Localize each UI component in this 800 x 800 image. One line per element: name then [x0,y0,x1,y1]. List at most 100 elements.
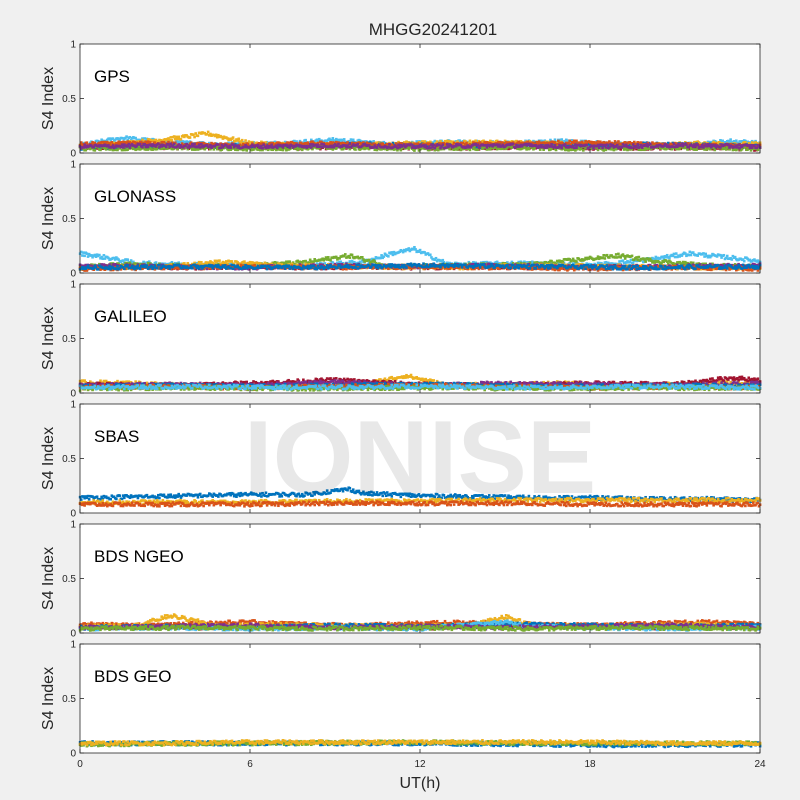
data-point [422,144,425,147]
data-point [345,142,348,146]
data-point [400,142,404,145]
data-point [608,146,611,149]
data-point [380,147,383,151]
data-point [574,143,577,146]
panel-background [80,164,760,273]
data-point [330,138,333,142]
data-point [540,143,543,147]
data-point [380,254,383,257]
data-point [208,134,211,137]
data-point [696,254,700,257]
data-point [251,140,254,144]
data-point [684,252,687,255]
data-point [490,146,493,150]
data-point [684,146,687,150]
data-point [538,148,542,151]
data-point [225,143,228,147]
data-point [389,144,392,148]
data-point [167,143,170,146]
data-point [750,139,754,143]
data-point [210,146,213,150]
data-point [639,141,643,144]
data-point [661,255,664,259]
data-point [93,253,97,257]
data-point [674,147,678,151]
series-6 [78,142,762,150]
data-point [374,141,378,145]
data-point [746,140,749,144]
data-point [477,139,481,143]
data-point [744,141,747,144]
data-point [592,147,595,150]
data-point [317,147,321,150]
data-point [227,146,230,149]
data-point [128,135,132,139]
data-point [639,148,643,152]
data-point [426,146,430,150]
data-point [353,260,356,264]
data-point [125,135,128,138]
data-point [538,145,542,149]
data-point [740,145,744,149]
data-point [112,256,116,260]
data-point [310,146,313,149]
data-point [104,148,108,151]
data-point [565,148,568,152]
data-point [690,144,694,147]
data-point [426,252,430,255]
data-point [553,138,557,142]
data-point [750,146,754,150]
data-point [259,148,262,152]
data-point [192,133,195,137]
data-point [413,245,416,249]
data-point [168,145,171,149]
data-point [651,141,654,144]
data-point [687,145,690,149]
data-point [560,146,564,150]
panel-points [78,245,762,272]
data-point [602,141,605,144]
data-point [399,143,403,147]
data-point [90,254,93,257]
data-point [371,143,374,147]
data-point [373,144,377,147]
data-point [290,144,294,148]
data-point [304,144,307,148]
data-point [304,138,307,142]
data-point [614,145,618,148]
data-point [121,146,125,149]
data-point [655,142,659,145]
data-point [633,140,636,144]
data-point [286,141,289,144]
data-point [665,253,669,257]
data-point [435,140,439,143]
data-point [644,144,647,147]
data-point [222,144,226,148]
data-point [531,260,534,264]
data-point [413,149,416,152]
data-point [729,142,732,146]
data-point [514,146,517,149]
data-point [348,260,352,263]
data-point [701,143,704,147]
data-point [98,253,101,257]
data-point [449,140,452,143]
data-point [600,261,603,265]
data-point [248,141,252,144]
data-point [608,140,611,143]
data-point [674,252,678,255]
data-point [495,139,499,143]
data-point [331,137,335,140]
data-point [464,143,467,146]
data-point [746,257,749,261]
data-point [546,143,550,147]
data-point [407,247,411,250]
data-point [398,146,401,149]
data-point [620,145,624,149]
data-point [694,146,697,150]
data-point [536,142,540,145]
data-point [429,140,432,144]
data-point [107,256,110,260]
data-point [227,141,230,145]
data-point [644,146,647,149]
